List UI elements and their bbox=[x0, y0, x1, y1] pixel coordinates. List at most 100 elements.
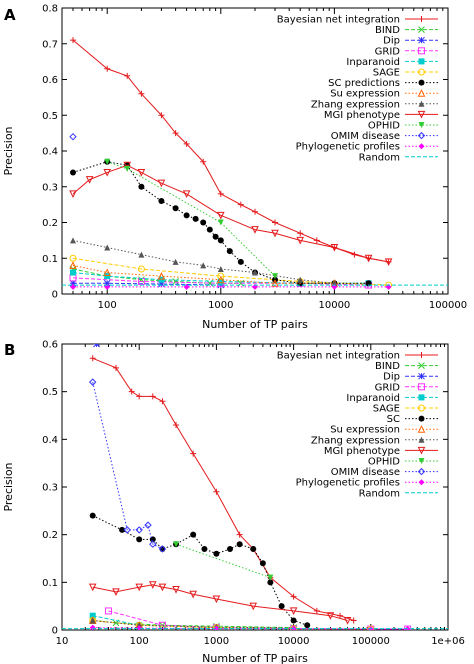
legend-entry-label: OPHID bbox=[368, 121, 400, 132]
data-point bbox=[89, 512, 96, 519]
series-dip bbox=[93, 344, 100, 348]
data-point bbox=[137, 168, 146, 177]
legend-entry-label: GRID bbox=[375, 382, 401, 393]
legend-entry-label: BIND bbox=[375, 25, 400, 36]
series-line bbox=[107, 161, 276, 277]
data-point bbox=[271, 279, 279, 287]
data-point bbox=[216, 211, 225, 220]
data-point bbox=[70, 269, 77, 276]
legend: Bayesian net integrationBINDDipGRIDInpar… bbox=[277, 15, 438, 163]
data-point bbox=[158, 276, 165, 283]
x-tick-label: 10000 bbox=[278, 636, 310, 647]
data-point bbox=[289, 607, 298, 616]
series-line bbox=[72, 239, 335, 284]
data-point bbox=[290, 593, 297, 600]
legend-swatch-marker bbox=[418, 372, 425, 380]
data-point bbox=[272, 219, 279, 226]
data-point bbox=[70, 37, 77, 44]
data-point bbox=[237, 258, 244, 265]
legend-swatch-marker bbox=[418, 47, 425, 55]
data-point bbox=[252, 269, 258, 276]
data-point bbox=[157, 179, 166, 188]
series-line bbox=[175, 543, 271, 579]
x-tick-label: 100 bbox=[98, 300, 117, 311]
x-tick-label: 100000 bbox=[352, 636, 390, 647]
legend-swatch-marker bbox=[418, 394, 425, 401]
y-axis-label: Precision bbox=[2, 462, 15, 511]
legend: Bayesian net integrationBINDDipGRIDInpar… bbox=[277, 351, 438, 499]
data-point bbox=[217, 190, 224, 197]
data-point bbox=[236, 531, 243, 538]
data-point bbox=[172, 205, 179, 212]
data-point bbox=[138, 183, 145, 190]
data-point bbox=[104, 65, 111, 72]
data-point bbox=[189, 590, 197, 599]
data-point bbox=[123, 526, 131, 534]
data-point bbox=[173, 422, 180, 429]
data-point bbox=[124, 72, 131, 79]
data-point bbox=[206, 226, 213, 233]
data-point bbox=[158, 545, 167, 553]
data-point bbox=[104, 158, 111, 165]
data-point bbox=[236, 541, 243, 548]
data-point bbox=[158, 198, 165, 205]
data-point bbox=[104, 273, 111, 280]
data-point bbox=[135, 583, 144, 592]
data-point bbox=[70, 169, 77, 176]
data-point bbox=[104, 244, 111, 251]
data-point bbox=[337, 612, 344, 619]
data-point bbox=[201, 545, 208, 552]
legend-entry-label: Dip bbox=[383, 36, 400, 47]
legend-swatch-marker bbox=[418, 415, 425, 422]
data-point bbox=[159, 398, 166, 405]
data-point bbox=[364, 254, 373, 263]
data-point bbox=[89, 612, 96, 619]
data-point bbox=[213, 488, 220, 495]
data-point bbox=[69, 132, 77, 141]
data-point bbox=[252, 208, 258, 215]
series-phylogenetic-profiles bbox=[70, 283, 392, 290]
x-axis-label: Number of TP pairs bbox=[202, 318, 308, 331]
data-point bbox=[144, 521, 152, 529]
series-mgi-phenotype bbox=[88, 581, 352, 625]
series-omim-disease bbox=[69, 132, 77, 141]
data-point bbox=[136, 536, 143, 543]
legend-swatch-marker bbox=[417, 425, 426, 433]
data-point bbox=[69, 261, 77, 269]
legend-entry-label: OMIM disease bbox=[331, 467, 400, 478]
data-point bbox=[259, 560, 266, 567]
series-line bbox=[73, 282, 221, 286]
data-point bbox=[267, 574, 274, 581]
series-bayesian-net-integration bbox=[89, 355, 357, 624]
x-axis-label: Number of TP pairs bbox=[202, 652, 308, 664]
data-point bbox=[93, 344, 100, 348]
legend-entry-label: MGI phenotype bbox=[324, 446, 400, 457]
plot-area bbox=[62, 344, 448, 630]
data-point bbox=[88, 583, 97, 592]
series-line bbox=[92, 584, 348, 621]
y-tick-label: 0 bbox=[52, 626, 58, 637]
data-point bbox=[69, 254, 77, 262]
legend-entry-label: Random bbox=[359, 152, 400, 163]
chart-panel-b: B 0 0.1 0.2 0.3 0.4 0.5 0.6 10 100 1000 10000 100000… bbox=[2, 340, 465, 664]
data-point bbox=[330, 244, 339, 252]
series-omim-disease bbox=[89, 378, 167, 553]
data-point bbox=[89, 355, 96, 362]
data-point bbox=[192, 215, 199, 222]
data-point bbox=[69, 190, 77, 199]
chart-panel-a: A 0 0.1 0.2 0.3 0.4 0.5 0.6 0.7 0.8 100 1000 10000 10… bbox=[2, 4, 467, 332]
legend-swatch-marker bbox=[417, 467, 426, 476]
legend-swatch-marker bbox=[417, 446, 426, 455]
legend-swatch-marker bbox=[417, 89, 426, 97]
data-point bbox=[326, 612, 335, 620]
legend-entry-label: Su expression bbox=[330, 89, 400, 100]
legend-swatch-marker bbox=[418, 68, 425, 76]
data-point bbox=[212, 595, 221, 604]
legend-swatch-marker bbox=[417, 131, 426, 140]
data-point bbox=[271, 229, 279, 238]
data-point bbox=[343, 616, 352, 625]
data-point bbox=[149, 393, 156, 400]
data-point bbox=[149, 540, 157, 548]
data-point bbox=[226, 545, 233, 552]
